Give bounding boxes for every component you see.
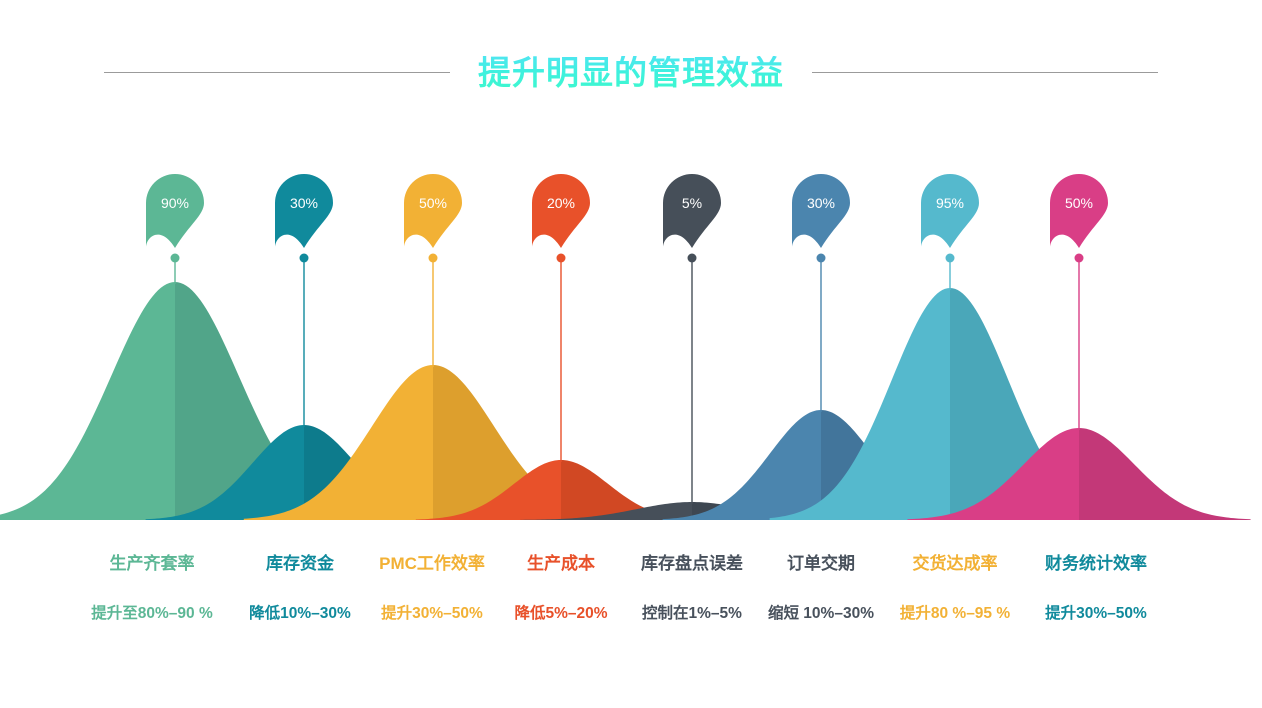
stems-group: [170, 253, 1084, 504]
bell-curve-right-half: [175, 282, 373, 520]
bell-curve-right-half: [304, 425, 463, 520]
marker-dot-8: [1074, 253, 1084, 263]
value-balloon-5[interactable]: 5%: [663, 174, 721, 248]
bell-curve-left-half: [0, 282, 175, 520]
category-label-row: 生产齐套率 库存资金 PMC工作效率 生产成本 库存盘点误差 订单交期 交货达成率 财务统计效…: [0, 547, 1262, 575]
balloon-shape: [404, 174, 462, 248]
title-bar: 提升明显的管理效益: [0, 42, 1262, 102]
category-label-2: 库存资金: [266, 553, 334, 573]
bell-curve-right-half: [821, 410, 980, 520]
balloon-value-label: 30%: [807, 195, 835, 211]
bell-curve-1: [0, 282, 373, 520]
detail-label-1: 提升至80%–90 %: [91, 605, 213, 622]
detail-label-3: 提升30%–50%: [381, 605, 483, 622]
marker-dot-3: [428, 253, 438, 263]
balloon-value-label: 20%: [547, 195, 575, 211]
value-balloon-8[interactable]: 50%: [1050, 174, 1108, 248]
balloon-shape: [921, 174, 979, 248]
bell-curve-6: [662, 410, 980, 520]
category-label-4: 生产成本: [527, 553, 595, 573]
balloon-value-label: 90%: [161, 195, 189, 211]
value-balloon-7[interactable]: 95%: [921, 174, 979, 248]
bell-curve-left-half: [145, 425, 304, 520]
marker-dot-5: [687, 253, 697, 263]
value-balloon-6[interactable]: 30%: [792, 174, 850, 248]
bell-curve-right-half: [1079, 428, 1251, 520]
bell-curve-right-half: [950, 288, 1131, 520]
bell-curve-7: [769, 288, 1131, 520]
detail-label-8: 提升30%–50%: [1045, 605, 1147, 622]
marker-dot-1: [170, 253, 180, 263]
bell-curve-left-half: [415, 460, 561, 520]
balloon-value-label: 5%: [682, 195, 702, 211]
bell-curve-4: [415, 460, 707, 520]
category-label-6: 订单交期: [787, 553, 855, 573]
balloon-shape: [1050, 174, 1108, 248]
detail-label-5: 控制在1%–5%: [642, 605, 742, 622]
bell-curve-left-half: [769, 288, 950, 520]
marker-dot-6: [816, 253, 826, 263]
balloon-shape: [146, 174, 204, 248]
detail-label-6: 缩短 10%–30%: [768, 605, 874, 622]
bell-curve-left-half: [662, 410, 821, 520]
bell-curve-5: [520, 502, 864, 520]
bell-curve-right-half: [561, 460, 707, 520]
bell-curve-left-half: [520, 502, 692, 520]
bell-curve-8: [907, 428, 1251, 520]
balloon-value-label: 30%: [290, 195, 318, 211]
balloon-shape: [792, 174, 850, 248]
balloon-value-label: 50%: [1065, 195, 1093, 211]
bell-curve-left-half: [243, 365, 433, 520]
balloon-shape: [275, 174, 333, 248]
category-label-8: 财务统计效率: [1045, 553, 1147, 573]
curves-group: [0, 282, 1251, 520]
value-balloon-3[interactable]: 50%: [404, 174, 462, 248]
page-title: 提升明显的管理效益: [478, 53, 784, 91]
value-balloon-2[interactable]: 30%: [275, 174, 333, 248]
marker-dot-2: [299, 253, 309, 263]
bell-curve-3: [243, 365, 623, 520]
category-label-5: 库存盘点误差: [641, 553, 743, 573]
category-label-3: PMC工作效率: [379, 553, 485, 573]
title-rule-right: [812, 71, 1158, 73]
value-balloon-4[interactable]: 20%: [532, 174, 590, 248]
category-label-1: 生产齐套率: [109, 553, 195, 573]
bell-curve-2: [145, 425, 463, 520]
bell-curve-left-half: [907, 428, 1079, 520]
balloons-group: 90% 30% 50% 20% 5% 30% 95% 50%: [146, 174, 1108, 248]
marker-dot-4: [556, 253, 566, 263]
detail-label-row: 提升至80%–90 % 降低10%–30% 提升30%–50% 降低5%–20% 控制在…: [0, 598, 1262, 626]
balloon-value-label: 50%: [419, 195, 447, 211]
detail-label-7: 提升80 %–95 %: [899, 605, 1011, 622]
marker-dot-7: [945, 253, 955, 263]
balloon-shape: [532, 174, 590, 248]
title-rule-left: [104, 71, 450, 73]
detail-label-4: 降低5%–20%: [514, 605, 608, 622]
detail-label-2: 降低10%–30%: [249, 605, 351, 622]
value-balloon-1[interactable]: 90%: [146, 174, 204, 248]
balloon-value-label: 95%: [936, 195, 964, 211]
balloon-shape: [663, 174, 721, 248]
bell-curve-right-half: [692, 502, 864, 520]
bell-curve-right-half: [433, 365, 623, 520]
category-label-7: 交货达成率: [912, 553, 998, 573]
